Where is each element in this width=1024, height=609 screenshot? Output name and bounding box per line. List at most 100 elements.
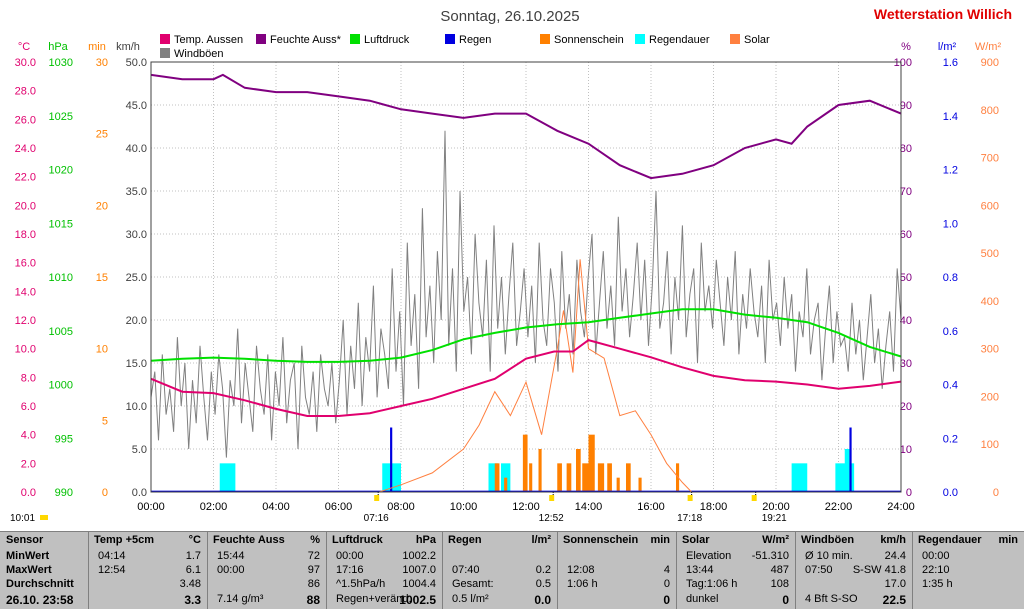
- legend-swatch-2: [350, 34, 360, 44]
- tick-wind-4: 30.0: [126, 229, 147, 241]
- x-tick-label-4: 08:00: [387, 501, 415, 513]
- sun-events: 07:16 12:52 17:18 19:21: [364, 492, 787, 524]
- wind-header: Windböen: [801, 534, 855, 546]
- series-line-solar: [378, 259, 692, 493]
- tick-sunshine_min-4: 10: [96, 344, 108, 356]
- legend-swatch-5: [635, 34, 645, 44]
- tick-temp-10: 10.0: [15, 344, 36, 356]
- solar-row-1-label: 13:44: [686, 564, 714, 576]
- tick-sunshine_min-0: 30: [96, 57, 108, 69]
- solar-row-2-value: 108: [770, 578, 789, 590]
- footer-wind: Windböen km/h Ø 10 min. 24.4 07:50 S-SW 41.8 1…: [795, 532, 913, 609]
- sonne-unit: min: [650, 534, 670, 546]
- regen-unit: l/m²: [531, 534, 551, 546]
- x-tick-label-11: 22:00: [825, 501, 853, 513]
- tick-humidity-9: 10: [900, 444, 912, 456]
- sonne-row-1-value: 4: [663, 564, 670, 576]
- tick-pressure-4: 1010: [49, 272, 73, 284]
- tick-temp-3: 24.0: [15, 143, 36, 155]
- tick-pressure-3: 1015: [49, 218, 73, 230]
- luftdruck-row-1-value: 1007.0: [402, 564, 436, 576]
- legend-label-5: Regendauer: [649, 34, 710, 46]
- tick-sunshine_min-3: 15: [96, 272, 108, 284]
- sun-event-icon-0: [374, 495, 380, 501]
- legend-swatch-1: [256, 34, 266, 44]
- plot-frame: [150, 61, 902, 493]
- wind-row-3-label: 4 Bft S-SO: [805, 593, 858, 605]
- tick-pressure-2: 1020: [49, 165, 73, 177]
- footer-sensor: Sensor MinWert MaxWert Durchschnitt 26.1…: [0, 532, 89, 609]
- tick-temp-13: 4.0: [21, 430, 36, 442]
- x-tick-label-8: 16:00: [637, 501, 665, 513]
- feuchte-row-3-value: 88: [306, 593, 320, 607]
- legend: Temp. Aussen Feuchte Auss* Luftdruck Regen S…: [160, 34, 770, 60]
- luftdruck-header: Luftdruck: [332, 534, 383, 546]
- axis-labels: °C hPa min km/h% l/m² W/m² 30.0 28.0 26.0 24.0 22.…: [15, 41, 1002, 499]
- tick-humidity-5: 50: [900, 272, 912, 284]
- regen-row-2-label: Gesamt:: [452, 578, 494, 590]
- legend-label-2: Luftdruck: [364, 34, 410, 46]
- sun-event-label-3: 19:21: [762, 513, 787, 524]
- legend-label-1: Feuchte Auss*: [270, 34, 342, 46]
- x-tick-label-1: 02:00: [200, 501, 228, 513]
- tick-solar-8: 100: [981, 439, 999, 451]
- luftdruck-row-0-label: 00:00: [336, 550, 364, 562]
- temp-header: Temp +5cm: [94, 534, 155, 546]
- sun-event-icon-2: [687, 495, 693, 501]
- feuchte-row-1-value: 97: [307, 564, 320, 576]
- bar-regen-0: [390, 427, 393, 492]
- tick-wind-8: 10.0: [126, 401, 147, 413]
- tick-humidity-8: 20: [900, 401, 912, 413]
- regendauer-header: Regendauer: [918, 534, 982, 546]
- series-line-windboeen: [150, 130, 902, 458]
- tick-temp-11: 8.0: [21, 372, 36, 384]
- bar-sonnenschein-4: [538, 449, 542, 492]
- luftdruck-row-2-value: 1004.4: [402, 578, 436, 590]
- sensor-header: Sensor: [6, 534, 44, 546]
- tick-rain-5: 0.6: [943, 326, 958, 338]
- solar-row-1-value: 487: [770, 564, 789, 576]
- tick-pressure-7: 995: [55, 433, 73, 445]
- bar-sonnenschein-10: [597, 463, 605, 492]
- tick-sunshine_min-2: 20: [96, 200, 108, 212]
- footer-luftdruck: Luftdruck hPa 00:00 1002.2 17:16 1007.0 ^1.5hP…: [326, 532, 443, 609]
- chart-title: Sonntag, 26.10.2025: [440, 8, 579, 25]
- bar-sonnenschein-7: [576, 449, 581, 492]
- footer-temp: Temp +5cm °C 04:14 1.7 12:54 6.1 3.48 3.3: [88, 532, 208, 609]
- sonne-row-2-value: 0: [663, 578, 670, 590]
- series-line-luftdruck: [150, 308, 902, 363]
- current-time-label: 10:01: [10, 513, 35, 524]
- tick-wind-10: 0.0: [132, 487, 147, 499]
- series-line-feuchteauss: [150, 73, 902, 180]
- weather-chart: Sonntag, 26.10.2025 Wetterstation Willic…: [10, 6, 1012, 524]
- bar-sonnenschein-5: [557, 463, 562, 492]
- tick-temp-2: 26.0: [15, 114, 36, 126]
- summary-table: Sensor MinWert MaxWert Durchschnitt 26.1…: [0, 531, 1024, 609]
- legend-label-3: Regen: [459, 34, 491, 46]
- row-label-avg: Durchschnitt: [6, 578, 74, 590]
- feuchte-row-0-label: 15:44: [217, 550, 245, 562]
- legend-swatch-4: [540, 34, 550, 44]
- x-axis: 00:00 02:00 04:00 06:00 08:00 10:00 12:00 14:00…: [137, 501, 915, 513]
- bar-sonnenschein-13: [626, 463, 631, 492]
- solar-row-0-label: Elevation: [686, 550, 732, 562]
- tick-temp-0: 30.0: [15, 57, 36, 69]
- tick-rain-0: 1.6: [943, 57, 958, 69]
- tick-solar-0: 900: [981, 57, 999, 69]
- feuchte-row-0-value: 72: [307, 550, 320, 562]
- tick-pressure-0: 1030: [49, 57, 73, 69]
- regendauer-row-2-label: 1:35 h: [922, 578, 953, 590]
- tick-solar-7: 200: [981, 391, 999, 403]
- axis-unit-rain: l/m²: [938, 41, 957, 53]
- luftdruck-row-3-label: Regen+veränd.: [336, 593, 412, 605]
- tick-temp-9: 12.0: [15, 315, 36, 327]
- tick-pressure-8: 990: [55, 487, 73, 499]
- bar-sonnenschein-14: [638, 477, 642, 492]
- tick-temp-6: 18.0: [15, 229, 36, 241]
- sonne-header: Sonnenschein: [563, 534, 639, 546]
- luftdruck-unit: hPa: [415, 534, 436, 546]
- tick-wind-5: 25.0: [126, 272, 147, 284]
- bar-regendauer-6: [844, 449, 850, 492]
- temp-row-0-value: 1.7: [185, 550, 201, 562]
- tick-rain-3: 1.0: [943, 218, 958, 230]
